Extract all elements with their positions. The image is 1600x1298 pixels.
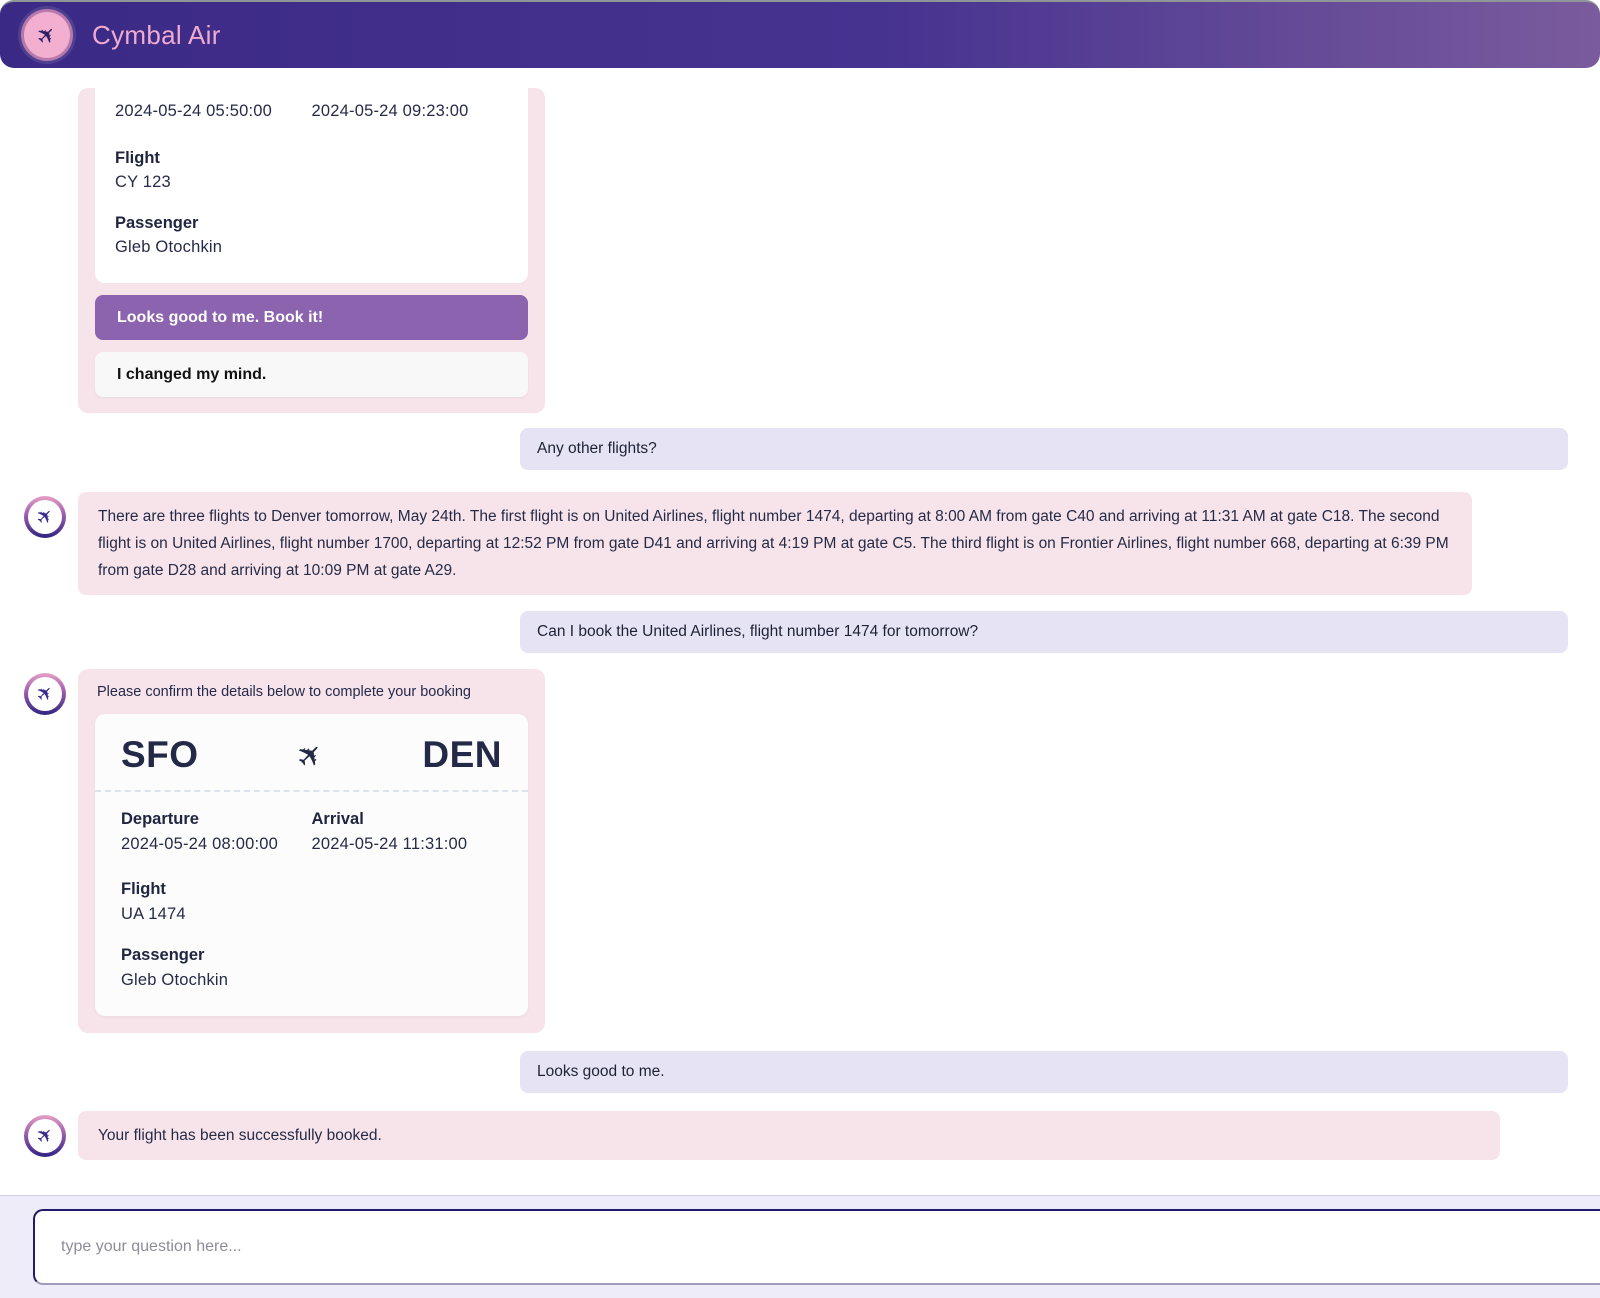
chat-scroll-area[interactable]: 2024-05-24 05:50:00 2024-05-24 09:23:00 … [0, 68, 1600, 1195]
departure-label: Departure [121, 810, 199, 828]
booking-confirmation-prompt: Please confirm the details below to comp… [97, 684, 471, 700]
bot-avatar: ✈ [24, 673, 66, 715]
bot-avatar-inner: ✈ [28, 677, 62, 711]
user-message: Can I book the United Airlines, flight n… [520, 611, 1568, 653]
passenger-value: Gleb Otochkin [115, 238, 223, 256]
cymbal-air-logo: ✈ [24, 12, 70, 58]
bot-avatar: ✈ [24, 496, 66, 538]
departure-time-value: 2024-05-24 05:50:00 [115, 102, 273, 120]
flight-details-card: 2024-05-24 05:50:00 2024-05-24 09:23:00 … [95, 88, 528, 283]
departure-value: 2024-05-24 08:00:00 [121, 835, 279, 853]
user-message: Looks good to me. [520, 1051, 1568, 1093]
flight-ticket-card: SFO ✈ DEN Departure 2024-05-24 08:00:00 … [95, 714, 528, 1016]
flight-label: Flight [121, 880, 166, 898]
plane-icon: ✈ [288, 733, 333, 777]
question-input[interactable] [33, 1209, 1600, 1285]
app-header: ✈ Cymbal Air [0, 0, 1600, 68]
bot-avatar-inner: ✈ [28, 500, 62, 534]
chat-input-bar [0, 1195, 1600, 1298]
changed-my-mind-button[interactable]: I changed my mind. [95, 352, 528, 397]
arrival-label: Arrival [311, 810, 364, 828]
plane-icon: ✈ [31, 503, 59, 531]
passenger-label: Passenger [115, 214, 199, 232]
arrival-time-value: 2024-05-24 09:23:00 [311, 102, 469, 120]
app-title: Cymbal Air [92, 19, 221, 50]
plane-icon: ✈ [31, 680, 59, 708]
bot-message-booking-success: Your flight has been successfully booked… [78, 1111, 1500, 1160]
flight-value: UA 1474 [121, 905, 186, 923]
user-message: Any other flights? [520, 428, 1568, 470]
book-it-button[interactable]: Looks good to me. Book it! [95, 295, 528, 340]
origin-airport-code: SFO [121, 734, 199, 775]
booking-confirmation-bubble: Please confirm the details below to comp… [78, 669, 545, 1033]
pending-booking-card: 2024-05-24 05:50:00 2024-05-24 09:23:00 … [78, 88, 545, 413]
plane-icon: ✈ [30, 18, 63, 51]
passenger-label: Passenger [121, 946, 205, 964]
flight-value: CY 123 [115, 173, 171, 191]
flight-label: Flight [115, 149, 160, 167]
destination-airport-code: DEN [422, 734, 502, 775]
bot-avatar-inner: ✈ [28, 1118, 62, 1153]
bot-avatar: ✈ [24, 1114, 66, 1157]
passenger-value: Gleb Otochkin [121, 971, 229, 989]
bot-message-flight-options: There are three flights to Denver tomorr… [78, 492, 1472, 595]
plane-icon: ✈ [31, 1121, 59, 1150]
arrival-value: 2024-05-24 11:31:00 [311, 835, 468, 853]
